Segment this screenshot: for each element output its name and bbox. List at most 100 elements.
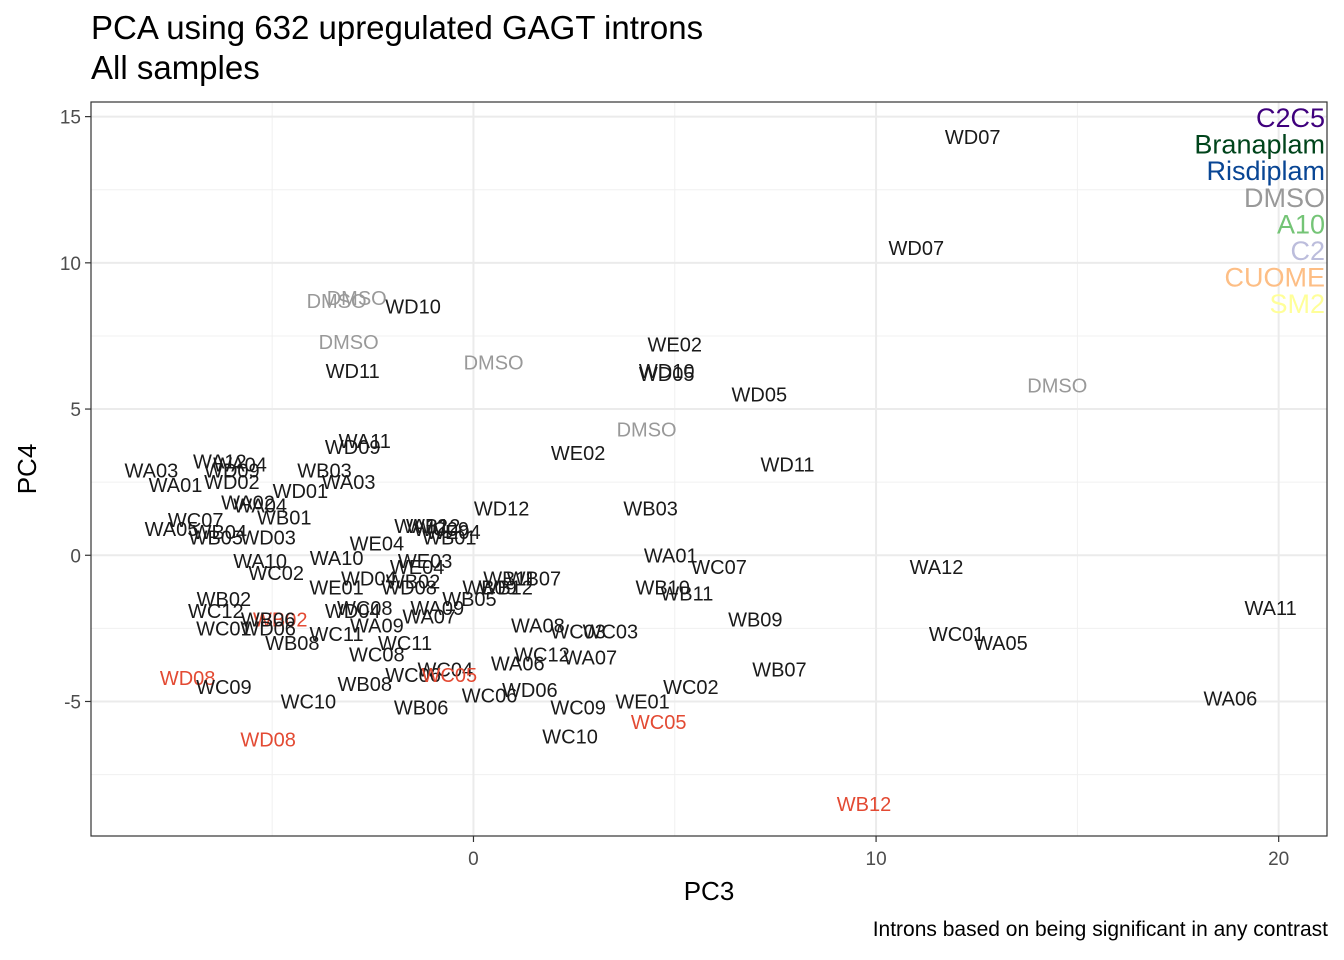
sample-label: DMSO xyxy=(307,291,367,313)
sample-label: WC06 xyxy=(462,686,518,708)
sample-label: WC09 xyxy=(550,697,606,719)
sample-label: DMSO xyxy=(319,332,379,354)
sample-label: WB08 xyxy=(338,674,392,696)
sample-label: WD10 xyxy=(639,361,695,383)
sample-label: WD04 xyxy=(341,569,397,591)
sample-label: WB03 xyxy=(623,498,677,520)
sample-label: WC04 xyxy=(418,659,474,681)
legend-entry: Risdiplam xyxy=(1206,156,1325,186)
sample-label: WB12 xyxy=(478,577,532,599)
legend-entry: CUOME xyxy=(1225,263,1326,293)
sample-label: WC05 xyxy=(422,665,478,687)
legend-entry: Branaplam xyxy=(1194,130,1325,160)
sample-label: WC06 xyxy=(385,665,441,687)
sample-label: WB06 xyxy=(394,697,448,719)
sample-label: WB09 xyxy=(462,577,516,599)
legend-entry: DMSO xyxy=(1244,183,1325,213)
sample-label: WA03 xyxy=(322,472,376,494)
sample-label: WA10 xyxy=(233,551,287,573)
y-tick-label: 0 xyxy=(70,546,81,567)
sample-label: WE01 xyxy=(615,691,669,713)
chart-caption: Introns based on being significant in an… xyxy=(872,918,1328,941)
axes: 0 10 20 -5 0 5 10 15 xyxy=(60,108,1289,870)
sample-label: WC07 xyxy=(691,557,747,579)
y-tick-label: 10 xyxy=(60,254,81,275)
sample-label: DMSO xyxy=(617,420,677,442)
sample-label: WC03 xyxy=(550,621,606,643)
sample-label: WD09 xyxy=(204,460,260,482)
sample-label: WA12 xyxy=(193,452,247,474)
sample-label: WD02 xyxy=(204,472,260,494)
sample-label: WC08 xyxy=(337,598,393,620)
x-tick-label: 0 xyxy=(468,849,479,870)
sample-label: WA07 xyxy=(563,648,617,670)
sample-label: WD05 xyxy=(639,364,695,386)
sample-label: WD06 xyxy=(240,618,296,640)
sample-label: WD08 xyxy=(240,729,296,751)
sample-label: WB01 xyxy=(422,528,476,550)
sample-label: WA04 xyxy=(213,455,267,477)
sample-label: WA02 xyxy=(221,493,275,515)
sample-label: WC01 xyxy=(196,618,252,640)
legend-entry: A10 xyxy=(1277,209,1325,239)
sample-label: WC11 xyxy=(310,624,364,646)
sample-label: WB09 xyxy=(728,610,782,632)
sample-label: WE02 xyxy=(551,443,605,465)
point-labels: WD07 WD07 DMSO DMSO WD10 DMSO WD11 DMSO WE02 WD10… xyxy=(125,127,1297,816)
sample-label: WB12 xyxy=(837,794,891,816)
sample-label: WD07 xyxy=(945,127,1001,149)
sample-label: WA03 xyxy=(125,460,179,482)
sample-label: DMSO xyxy=(464,352,524,374)
sample-label: WD08 xyxy=(381,577,437,599)
sample-label: WE04 xyxy=(426,522,480,544)
y-tick-label: 5 xyxy=(70,400,81,421)
sample-label: WE03 xyxy=(398,551,452,573)
sample-label: WD06 xyxy=(502,680,558,702)
sample-label: WE02 xyxy=(648,335,702,357)
sample-label: WD12 xyxy=(474,498,530,520)
legend-entry: SM2 xyxy=(1269,289,1325,319)
sample-label: WD10 xyxy=(385,297,441,319)
sample-label: WA09 xyxy=(410,598,464,620)
x-tick-label: 20 xyxy=(1268,849,1289,870)
sample-label: WC02 xyxy=(663,677,719,699)
sample-label: WA12 xyxy=(910,557,964,579)
sample-label: WB02 xyxy=(253,610,307,632)
sample-label: WC01 xyxy=(929,624,985,646)
sample-label: WC09 xyxy=(196,677,252,699)
sample-label: WB10 xyxy=(635,577,689,599)
y-tick-label: -5 xyxy=(64,692,81,713)
sample-label: WA08 xyxy=(511,615,565,637)
sample-label: WA04 xyxy=(233,496,287,518)
sample-label: WB05 xyxy=(442,589,496,611)
sample-label: WE04 xyxy=(350,534,404,556)
sample-label: WB05 xyxy=(189,528,243,550)
sample-label: WA05 xyxy=(145,519,199,541)
sample-label: WA01 xyxy=(644,545,698,567)
sample-label: DMSO xyxy=(1027,376,1087,398)
sample-label: WC03 xyxy=(583,621,639,643)
sample-label: WB04 xyxy=(193,522,247,544)
sample-label: WA07 xyxy=(402,607,456,629)
sample-label: WA05 xyxy=(974,633,1028,655)
sample-label: WA09 xyxy=(350,615,404,637)
sample-label: WB12 xyxy=(406,516,460,538)
sample-label: WD04 xyxy=(325,601,381,623)
sample-label: WC11 xyxy=(378,633,432,655)
sample-label: WA11 xyxy=(339,431,391,453)
sample-label: WD09 xyxy=(325,437,381,459)
sample-label: WB06 xyxy=(241,610,295,632)
sample-label: WD11 xyxy=(326,361,380,383)
sample-label: WD07 xyxy=(889,238,945,260)
sample-label: WB02 xyxy=(197,589,251,611)
sample-label: WE04 xyxy=(390,557,444,579)
sample-label: WC12 xyxy=(188,601,244,623)
sample-label: WB08 xyxy=(265,633,319,655)
sample-label: WE01 xyxy=(309,577,363,599)
sample-label: WD11 xyxy=(760,455,814,477)
sample-label: WA01 xyxy=(149,475,203,497)
sample-label: WD03 xyxy=(240,528,296,550)
x-axis-title: PC3 xyxy=(684,876,735,906)
